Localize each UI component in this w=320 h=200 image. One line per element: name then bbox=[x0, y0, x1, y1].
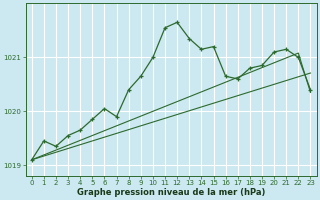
X-axis label: Graphe pression niveau de la mer (hPa): Graphe pression niveau de la mer (hPa) bbox=[77, 188, 265, 197]
